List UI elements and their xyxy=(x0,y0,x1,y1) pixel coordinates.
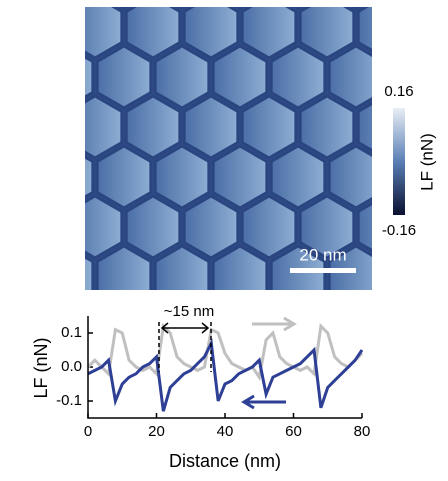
backward-arrow xyxy=(241,394,286,410)
domain xyxy=(10,0,64,58)
line-series xyxy=(86,323,364,382)
domain xyxy=(211,144,269,210)
domain xyxy=(124,94,182,160)
domain xyxy=(300,296,354,358)
scale-bar xyxy=(290,268,356,273)
domain xyxy=(240,194,298,260)
domain xyxy=(416,196,448,258)
domain xyxy=(211,44,269,110)
y-tick-label: -0.1 xyxy=(56,392,82,409)
domain xyxy=(269,144,327,210)
domain xyxy=(358,296,412,358)
domain xyxy=(211,244,269,290)
line-series xyxy=(87,338,364,412)
domain xyxy=(124,7,182,60)
domain xyxy=(387,0,441,8)
y-axis-label: LF (nN) xyxy=(31,337,51,398)
domain xyxy=(182,194,240,260)
domain xyxy=(39,0,93,8)
y-tick-label: 0.0 xyxy=(61,358,82,375)
x-tick-label: 20 xyxy=(148,423,165,440)
x-tick-label: 0 xyxy=(84,423,92,440)
y-tick-label: 0.1 xyxy=(61,324,82,341)
colorbar-min: -0.16 xyxy=(382,222,416,239)
domain xyxy=(356,101,372,153)
forward-arrow xyxy=(252,316,297,332)
colorbar-label: LF (nN) xyxy=(417,133,436,191)
domain xyxy=(85,94,124,160)
domain xyxy=(356,201,372,253)
domain xyxy=(182,7,240,60)
domain xyxy=(119,7,129,10)
domain xyxy=(269,44,327,110)
axes xyxy=(87,316,362,419)
domain xyxy=(327,44,372,110)
domain xyxy=(298,94,356,160)
span-arrow xyxy=(160,322,210,334)
domain xyxy=(182,94,240,160)
domain xyxy=(153,144,211,210)
domain xyxy=(124,194,182,260)
domain xyxy=(387,346,441,408)
domain xyxy=(416,0,448,58)
domain xyxy=(85,55,95,99)
domain xyxy=(153,244,211,290)
domain xyxy=(351,7,361,10)
domain xyxy=(85,194,124,260)
x-axis-label: Distance (nm) xyxy=(169,451,281,471)
domain xyxy=(416,296,448,358)
domain xyxy=(356,7,372,53)
scale-bar-label: 20 nm xyxy=(299,245,346,264)
domain xyxy=(293,7,303,10)
domain xyxy=(327,144,372,210)
domain xyxy=(97,346,151,408)
domain xyxy=(235,7,245,10)
annotation: ~15 nm xyxy=(164,303,214,320)
domain xyxy=(240,94,298,160)
domain xyxy=(85,155,95,199)
domain xyxy=(85,7,124,60)
domain xyxy=(177,7,187,10)
domain xyxy=(387,246,441,308)
domain xyxy=(95,144,153,210)
x-tick-label: 40 xyxy=(217,423,234,440)
domain xyxy=(153,44,211,110)
x-tick-label: 60 xyxy=(285,423,302,440)
domain xyxy=(10,96,64,158)
afm-image xyxy=(10,0,448,408)
colorbar-max: 0.16 xyxy=(384,83,413,100)
domain xyxy=(240,7,298,60)
domain xyxy=(95,44,153,110)
domain xyxy=(85,255,95,290)
domain xyxy=(298,7,356,60)
domain xyxy=(10,196,64,258)
x-tick-label: 80 xyxy=(354,423,371,440)
domain xyxy=(95,244,153,290)
domain xyxy=(298,194,356,260)
colorbar xyxy=(393,108,405,215)
